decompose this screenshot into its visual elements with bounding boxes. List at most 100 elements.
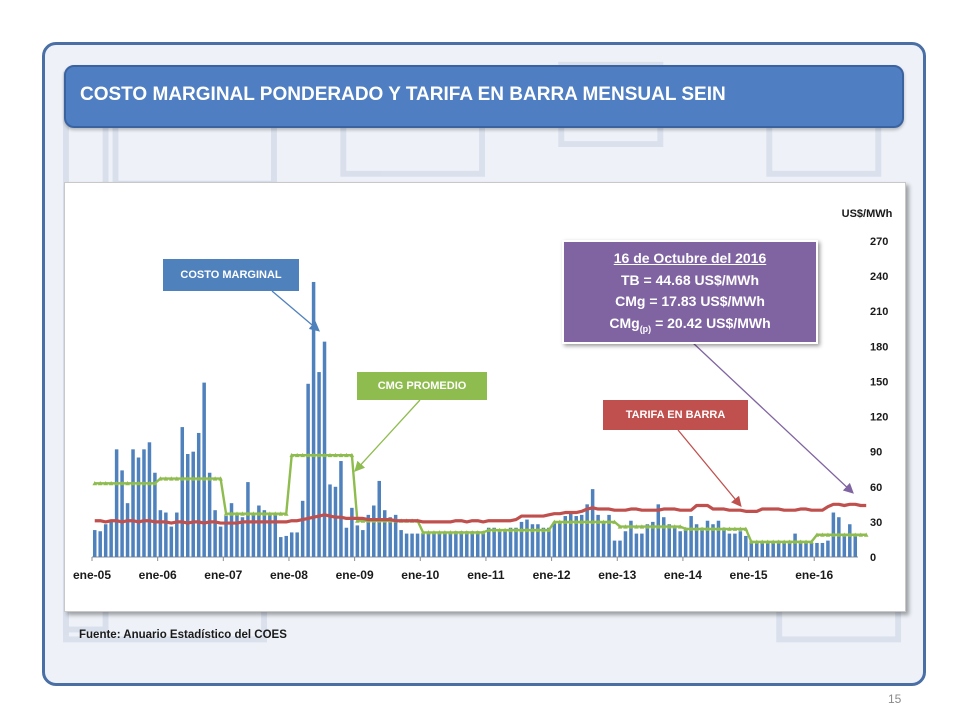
- costo-marginal-bar: [558, 521, 562, 557]
- costo-marginal-bar: [344, 527, 349, 557]
- cmg-promedio-marker: [92, 480, 98, 486]
- costo-marginal-bar: [366, 514, 371, 557]
- cmg-promedio-marker: [683, 526, 688, 531]
- costo-marginal-bar: [470, 531, 475, 557]
- cmg-promedio-marker: [513, 527, 519, 533]
- cmg-promedio-marker: [158, 476, 163, 481]
- costo-marginal-bar: [585, 504, 589, 557]
- costo-marginal-bar: [169, 526, 174, 557]
- costo-marginal-bar: [454, 531, 458, 557]
- costo-marginal-bar: [262, 510, 267, 557]
- costo-marginal-bar: [317, 372, 321, 557]
- cmg-promedio-marker: [179, 476, 185, 481]
- costo-marginal-bar: [109, 519, 113, 557]
- costo-marginal-bar: [186, 454, 190, 557]
- cmg-promedio-marker: [721, 526, 727, 531]
- page-number: 15: [888, 692, 902, 706]
- costo-marginal-bar: [629, 520, 633, 557]
- y-tick-label: 90: [870, 447, 882, 459]
- cmg-promedio-marker: [486, 527, 491, 533]
- info-cmgp-sub: (p): [639, 323, 652, 334]
- y-tick-label: 240: [870, 271, 888, 283]
- cmg-promedio-marker: [694, 526, 699, 531]
- cmg-promedio-marker: [333, 452, 338, 458]
- cmg-promedio-marker: [852, 532, 858, 537]
- costo-marginal-bar: [207, 472, 212, 557]
- costo-marginal-bar: [246, 482, 250, 557]
- cmg-promedio-marker: [218, 476, 223, 481]
- cmg-promedio-marker: [152, 480, 158, 486]
- costo-marginal-bar: [372, 505, 376, 557]
- costo-marginal-bar: [738, 531, 743, 557]
- costo-marginal-bar: [569, 512, 573, 557]
- cmg-promedio-marker: [557, 519, 563, 524]
- costo-marginal-bar: [251, 514, 256, 557]
- info-tb: TB = 44.68 US$/MWh: [620, 271, 760, 288]
- costo-marginal-bar: [355, 525, 360, 557]
- costo-marginal-bar: [519, 521, 524, 557]
- costo-marginal-bar: [574, 516, 578, 557]
- costo-marginal-bar: [809, 542, 814, 557]
- costo-marginal-bar: [579, 514, 584, 557]
- cmg-promedio-marker: [420, 530, 426, 535]
- costo-marginal-bar: [448, 533, 453, 557]
- costo-marginal-bar: [153, 472, 157, 557]
- costo-marginal-bar: [618, 540, 622, 557]
- cmg-promedio-marker: [141, 480, 147, 486]
- costo-marginal-bar: [295, 532, 299, 557]
- cmg-promedio-marker: [294, 452, 300, 458]
- cmg-promedio-marker: [749, 539, 754, 544]
- costo-marginal-bar: [131, 449, 135, 557]
- cmg-promedio-marker: [508, 527, 513, 533]
- cmg-promedio-marker: [765, 539, 771, 544]
- costo-marginal-bar: [289, 532, 294, 557]
- cmg-promedio-marker: [196, 476, 201, 481]
- costo-marginal-bar: [689, 516, 693, 557]
- y-tick-label: 60: [870, 482, 882, 494]
- cmg-promedio-marker: [847, 532, 853, 537]
- costo-marginal-bar: [388, 517, 392, 557]
- costo-marginal-bar: [191, 451, 195, 557]
- cmg-promedio-marker: [322, 452, 327, 458]
- costo-marginal-bar: [213, 510, 217, 557]
- costo-marginal-bar: [175, 512, 179, 557]
- cmg-promedio-marker: [727, 526, 732, 531]
- info-box: 16 de Octubre del 2016 TB = 44.68 US$/MW…: [562, 240, 818, 344]
- costo-marginal-bar: [158, 510, 163, 557]
- cmg-promedio-marker: [568, 519, 574, 524]
- costo-marginal-bar: [853, 535, 858, 557]
- cmg-promedio-marker: [431, 530, 437, 535]
- costo-marginal-bar: [607, 514, 611, 557]
- costo-marginal-bar: [612, 540, 617, 557]
- cmg-promedio-marker: [97, 480, 103, 486]
- cmg-promedio-marker: [699, 526, 705, 531]
- cmg-promedio-marker: [305, 452, 311, 458]
- costo-marginal-bar: [459, 531, 464, 557]
- cmg-promedio-marker: [344, 452, 349, 458]
- costo-marginal-bar: [733, 533, 737, 557]
- costo-marginal-bar: [437, 533, 442, 557]
- tarifa-barra-callout: TARIFA EN BARRA: [603, 400, 748, 430]
- cmg-promedio-marker: [497, 527, 502, 533]
- costo-marginal-bar: [514, 527, 518, 557]
- cmg-promedio-marker: [863, 532, 869, 537]
- costo-marginal-bar: [224, 516, 228, 557]
- costo-marginal-bar: [563, 516, 568, 557]
- cmg-promedio-marker: [535, 527, 541, 533]
- costo-marginal-bar: [273, 514, 278, 557]
- costo-marginal-bar: [328, 484, 332, 557]
- costo-marginal-bar: [716, 520, 721, 557]
- cmg-promedio-marker: [147, 480, 152, 486]
- costo-marginal-bar: [279, 537, 283, 557]
- cmg-promedio-marker: [174, 476, 180, 481]
- x-tick-label: ene-07: [204, 568, 242, 582]
- cmg-promedio-marker: [355, 518, 360, 523]
- cmg-promedio-marker: [448, 530, 453, 535]
- costo-marginal-bar: [432, 533, 436, 557]
- x-tick-label: ene-05: [73, 568, 111, 582]
- cmg-promedio-marker: [464, 530, 470, 535]
- costo-marginal-bar: [229, 503, 234, 557]
- costo-marginal-bar: [497, 531, 502, 557]
- cmg-promedio-marker: [858, 532, 864, 537]
- info-cmg: CMg = 17.83 US$/MWh: [615, 293, 765, 309]
